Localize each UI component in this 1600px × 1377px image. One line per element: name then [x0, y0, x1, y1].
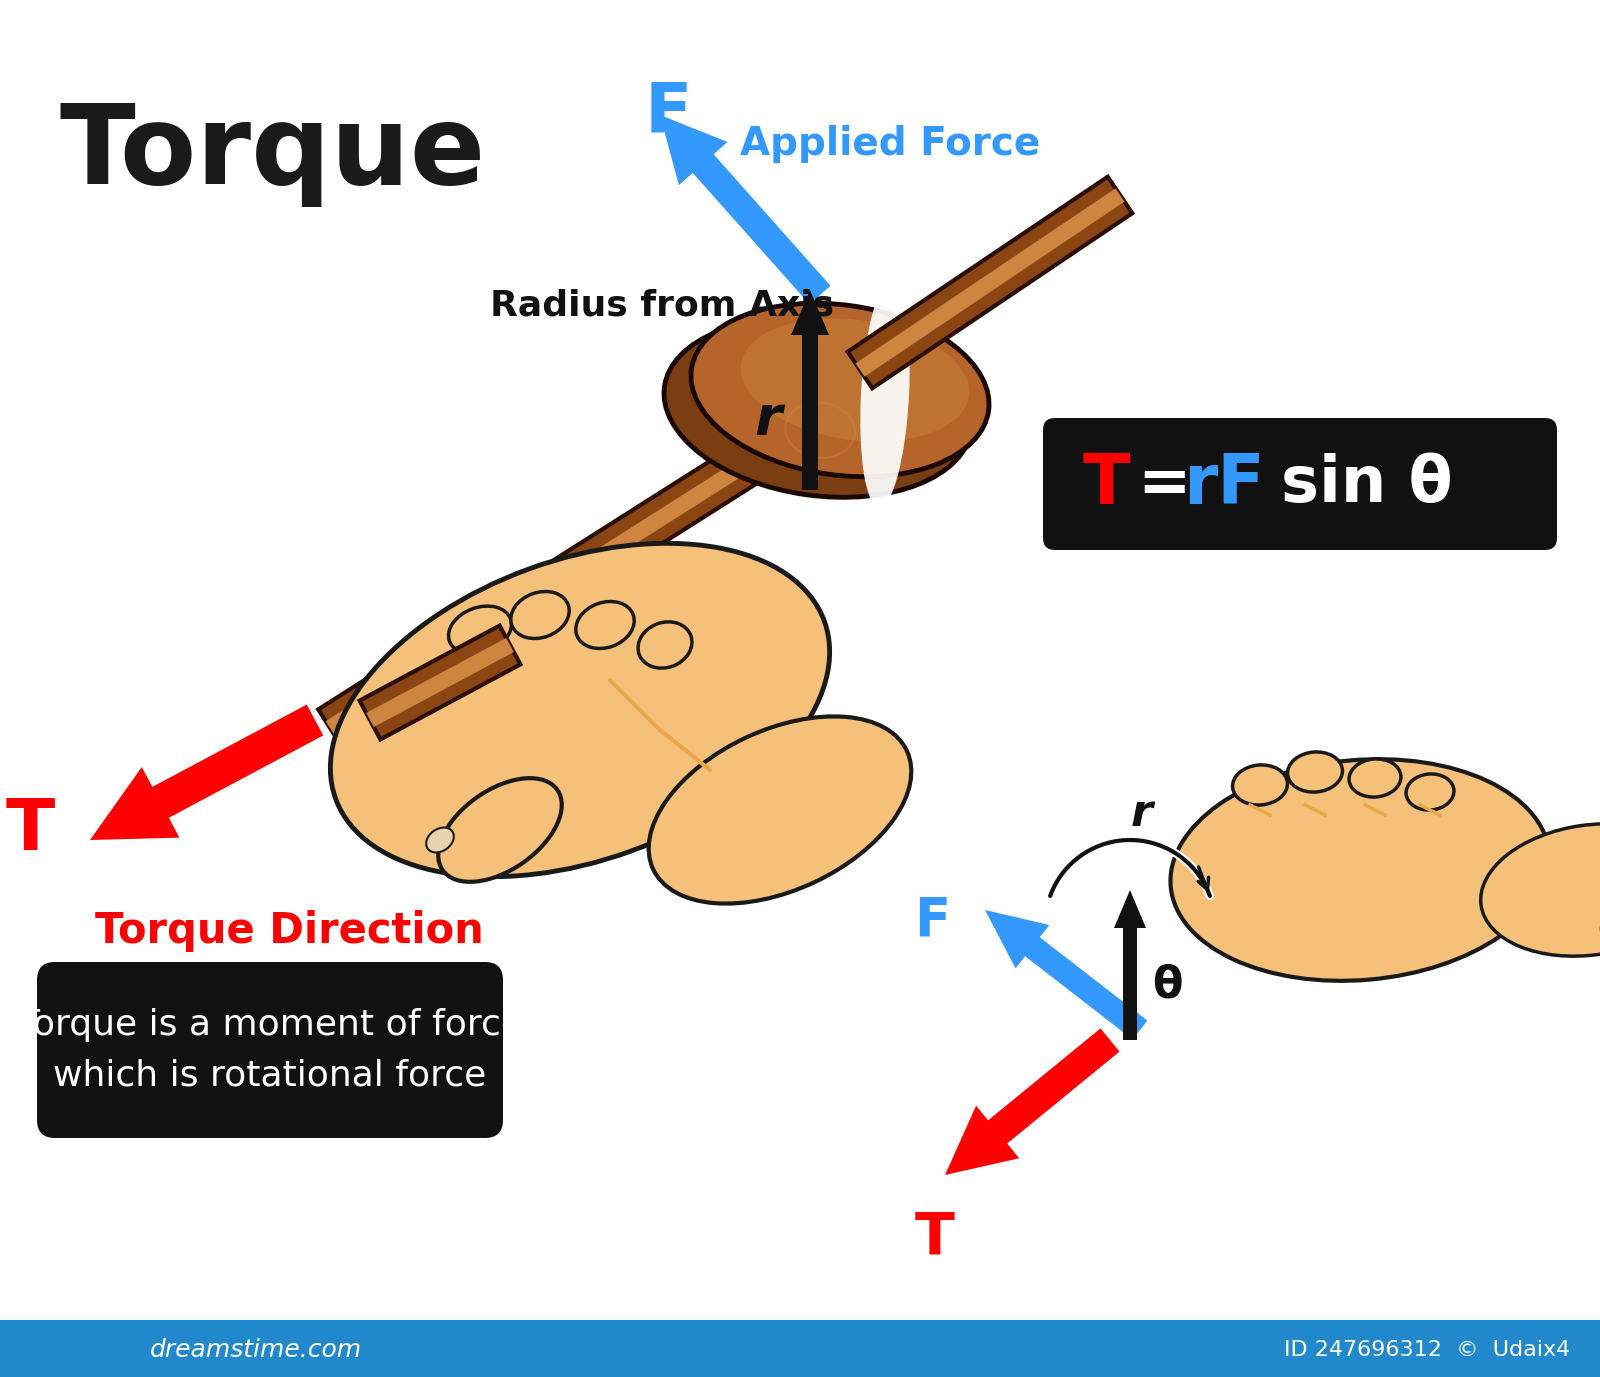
- Ellipse shape: [1232, 766, 1288, 806]
- Text: F: F: [914, 894, 950, 946]
- Ellipse shape: [576, 602, 634, 649]
- Text: T: T: [915, 1210, 955, 1267]
- Ellipse shape: [330, 544, 830, 877]
- FancyBboxPatch shape: [1043, 419, 1557, 549]
- Ellipse shape: [438, 778, 562, 881]
- Ellipse shape: [664, 318, 971, 497]
- Ellipse shape: [1406, 774, 1454, 810]
- Bar: [0, 1321, 1600, 1377]
- Polygon shape: [986, 910, 1147, 1040]
- Text: T: T: [1083, 450, 1131, 518]
- Text: Radius from Axis: Radius from Axis: [490, 288, 834, 322]
- Ellipse shape: [1171, 759, 1549, 980]
- Text: ID 247696312  ©  Udaix4: ID 247696312 © Udaix4: [1283, 1340, 1570, 1360]
- Polygon shape: [360, 625, 520, 739]
- Ellipse shape: [638, 622, 691, 668]
- Text: r: r: [754, 392, 782, 448]
- Text: Torque: Torque: [61, 101, 486, 207]
- Ellipse shape: [510, 592, 570, 639]
- Ellipse shape: [861, 282, 910, 507]
- Polygon shape: [946, 1029, 1120, 1175]
- Polygon shape: [318, 412, 811, 746]
- Polygon shape: [326, 423, 805, 735]
- Ellipse shape: [648, 716, 912, 903]
- Polygon shape: [366, 638, 514, 727]
- Text: =: =: [1138, 453, 1190, 515]
- Text: sin θ: sin θ: [1282, 453, 1453, 515]
- Polygon shape: [790, 291, 829, 490]
- Text: F: F: [645, 80, 691, 147]
- Ellipse shape: [1288, 752, 1342, 792]
- Ellipse shape: [1349, 759, 1402, 797]
- Ellipse shape: [426, 828, 454, 852]
- FancyBboxPatch shape: [37, 963, 502, 1137]
- Polygon shape: [848, 176, 1133, 388]
- Ellipse shape: [741, 318, 970, 442]
- Polygon shape: [1114, 890, 1146, 1040]
- Text: T: T: [6, 796, 54, 865]
- Text: Applied Force: Applied Force: [739, 125, 1040, 162]
- Ellipse shape: [691, 303, 989, 476]
- Polygon shape: [661, 116, 830, 304]
- Text: r: r: [1131, 792, 1154, 834]
- Text: dreamstime.com: dreamstime.com: [150, 1338, 362, 1362]
- Polygon shape: [856, 189, 1125, 377]
- Text: θ: θ: [1152, 964, 1182, 1007]
- Ellipse shape: [448, 606, 512, 654]
- Text: Torque is a moment of force
which is rotational force: Torque is a moment of force which is rot…: [18, 1008, 523, 1092]
- Ellipse shape: [1480, 823, 1600, 956]
- Text: Torque Direction: Torque Direction: [94, 910, 483, 952]
- Text: rF: rF: [1182, 450, 1264, 518]
- Polygon shape: [90, 705, 323, 840]
